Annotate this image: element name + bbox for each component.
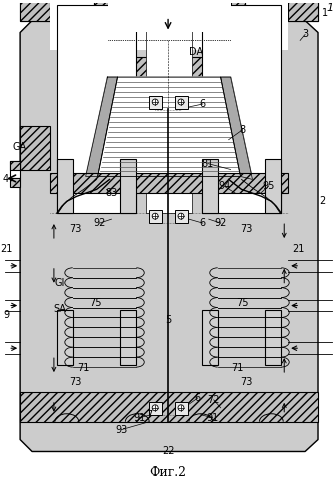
Bar xyxy=(265,159,281,213)
Text: 71: 71 xyxy=(77,363,90,373)
Bar xyxy=(175,210,188,223)
Bar xyxy=(120,159,136,213)
Text: 2: 2 xyxy=(319,196,325,206)
Text: 7: 7 xyxy=(146,410,152,420)
Bar xyxy=(149,210,162,223)
Text: 73: 73 xyxy=(240,377,253,387)
Bar xyxy=(202,4,281,213)
Bar xyxy=(202,159,218,213)
Bar xyxy=(149,96,162,109)
Bar xyxy=(50,174,288,193)
Text: 92: 92 xyxy=(214,218,227,228)
Bar xyxy=(265,310,281,365)
Text: 5: 5 xyxy=(165,315,171,325)
Bar xyxy=(288,0,318,20)
Circle shape xyxy=(178,405,184,411)
Bar xyxy=(20,392,318,422)
Text: 6: 6 xyxy=(200,218,206,228)
Text: 95: 95 xyxy=(262,181,275,192)
Bar xyxy=(149,402,162,415)
Bar xyxy=(230,0,245,12)
Text: GI: GI xyxy=(55,277,65,288)
Bar xyxy=(202,310,218,365)
Circle shape xyxy=(178,99,184,105)
Text: 73: 73 xyxy=(70,224,82,234)
Bar xyxy=(175,96,188,109)
Text: 75: 75 xyxy=(236,297,249,307)
Text: 6: 6 xyxy=(195,393,201,403)
Text: 73: 73 xyxy=(70,377,82,387)
Bar xyxy=(10,161,20,179)
Text: 9: 9 xyxy=(3,310,9,320)
Text: 1: 1 xyxy=(322,7,328,17)
Bar xyxy=(50,0,288,50)
Text: 22: 22 xyxy=(162,447,174,457)
Bar xyxy=(20,0,50,20)
Text: 6: 6 xyxy=(200,99,206,109)
Text: 1: 1 xyxy=(327,2,334,12)
Circle shape xyxy=(152,405,158,411)
Text: DA: DA xyxy=(189,47,203,57)
Bar xyxy=(120,310,136,365)
Polygon shape xyxy=(221,77,253,180)
Bar xyxy=(57,159,73,213)
Text: 91: 91 xyxy=(133,413,145,423)
Text: 92: 92 xyxy=(93,218,106,228)
Text: 75: 75 xyxy=(89,297,102,307)
Bar xyxy=(57,4,136,213)
Text: 81: 81 xyxy=(202,159,214,169)
Text: 3: 3 xyxy=(302,29,308,39)
Polygon shape xyxy=(20,20,318,452)
Text: 71: 71 xyxy=(231,363,244,373)
Bar xyxy=(10,179,20,187)
Bar xyxy=(20,0,318,20)
Bar xyxy=(93,0,245,12)
Bar xyxy=(57,310,73,365)
Text: 72: 72 xyxy=(207,395,220,405)
Circle shape xyxy=(178,213,184,219)
Text: 4: 4 xyxy=(2,175,8,185)
Polygon shape xyxy=(86,77,253,180)
Circle shape xyxy=(152,99,158,105)
Text: 8: 8 xyxy=(240,125,246,135)
Bar xyxy=(93,0,108,12)
Bar xyxy=(10,161,20,170)
Bar xyxy=(20,126,50,170)
Text: SA: SA xyxy=(53,303,66,313)
Polygon shape xyxy=(97,77,241,177)
Text: Фиг.2: Фиг.2 xyxy=(149,466,187,479)
Text: 94: 94 xyxy=(218,181,231,192)
Bar xyxy=(146,0,192,213)
Bar xyxy=(175,402,188,415)
Circle shape xyxy=(152,213,158,219)
Text: 83: 83 xyxy=(106,188,118,198)
Text: 91: 91 xyxy=(207,413,219,423)
Text: 21: 21 xyxy=(0,244,12,254)
Text: 21: 21 xyxy=(292,244,304,254)
Bar xyxy=(93,57,245,77)
Polygon shape xyxy=(86,77,118,177)
Text: GA: GA xyxy=(12,142,26,152)
Bar xyxy=(108,0,230,32)
Text: 73: 73 xyxy=(240,224,253,234)
Text: 93: 93 xyxy=(115,425,128,435)
